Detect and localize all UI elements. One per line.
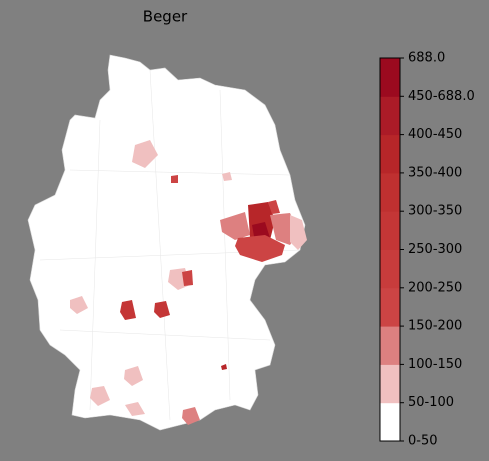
colorbar-segment xyxy=(380,211,400,250)
colorbar-segment xyxy=(380,134,400,174)
district xyxy=(222,172,232,181)
district xyxy=(70,296,88,314)
colorbar-segment xyxy=(380,249,400,289)
colorbar-segment xyxy=(380,172,400,212)
district xyxy=(132,140,158,168)
colorbar: 0-50 50-100 100-150 150-200 200-250 250-300 30… xyxy=(379,51,475,449)
district xyxy=(220,212,250,240)
colorbar-tick-label: 450-688.0 xyxy=(408,89,475,104)
colorbar-segment xyxy=(380,326,400,365)
district xyxy=(182,270,193,286)
colorbar-tick-label: 200-250 xyxy=(408,280,462,295)
colorbar-tick-label: 0-50 xyxy=(408,434,438,449)
district xyxy=(120,300,136,320)
country-outline xyxy=(27,54,306,431)
colorbar-tick-label: 150-200 xyxy=(408,319,462,334)
district xyxy=(125,402,145,416)
district xyxy=(290,215,307,250)
district xyxy=(171,175,178,183)
colorbar-tick-label: 350-400 xyxy=(408,165,462,180)
district xyxy=(154,301,170,318)
colorbar-tick-label: 50-100 xyxy=(408,395,454,410)
district xyxy=(235,235,285,262)
district xyxy=(268,200,280,214)
colorbar-tick-label: 100-150 xyxy=(408,357,462,372)
colorbar-tick-label: 688.0 xyxy=(408,51,445,66)
district xyxy=(90,386,110,406)
colorbar-segment xyxy=(380,287,400,327)
colorbar-segment xyxy=(380,364,400,404)
district xyxy=(124,366,143,386)
colorbar-tick-label: 400-450 xyxy=(408,127,462,142)
shaded-districts xyxy=(70,140,307,425)
colorbar-segment xyxy=(380,402,400,442)
district xyxy=(221,364,227,370)
district xyxy=(182,407,200,425)
colorbar-tick-label: 250-300 xyxy=(408,242,462,257)
district-borders xyxy=(39,69,301,421)
germany-map xyxy=(27,54,307,431)
colorbar-tick-label: 300-350 xyxy=(408,204,462,219)
colorbar-segment xyxy=(380,58,400,97)
map-title: Beger xyxy=(143,8,188,26)
colorbar-segment xyxy=(380,96,400,136)
